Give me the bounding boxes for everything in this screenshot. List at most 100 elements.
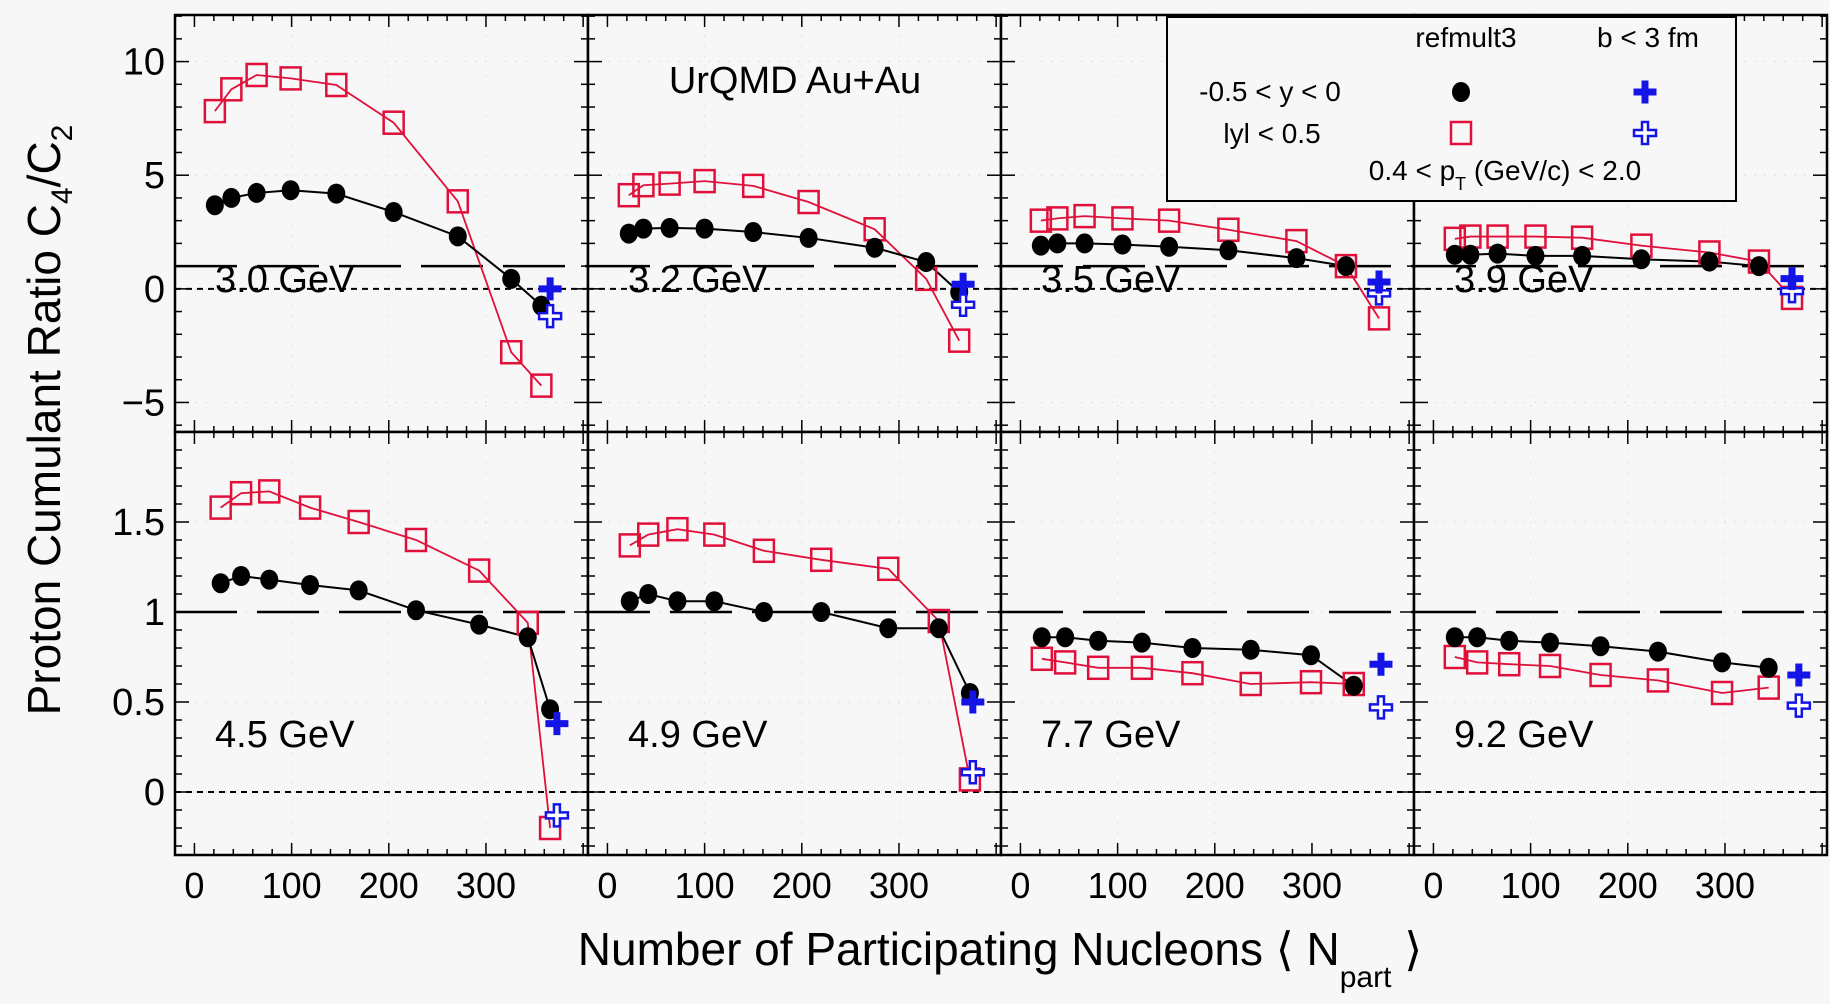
marker-square-absy05 [741, 173, 765, 199]
marker-open-cross-b3fm [1368, 695, 1394, 720]
marker-square-absy05 [1029, 208, 1053, 233]
x-tick-label: 0 [1423, 865, 1443, 906]
marker-square-absy05 [1157, 208, 1181, 233]
marker-square-absy05 [1334, 253, 1358, 279]
y-tick-label: 0.5 [112, 682, 165, 724]
marker-circle-yneg05 [1445, 627, 1464, 648]
marker-circle-yneg05 [620, 591, 639, 612]
x-tick-label: 0 [1010, 865, 1030, 906]
legend-marker-circle [1452, 82, 1470, 102]
energy-label: 4.5 GeV [215, 714, 355, 756]
energy-label: 7.7 GeV [1041, 714, 1181, 756]
marker-circle-yneg05 [1445, 244, 1464, 265]
marker-circle-yneg05 [1488, 243, 1507, 264]
marker-circle-yneg05 [1648, 641, 1667, 662]
marker-square-absy05 [877, 556, 900, 582]
marker-square-absy05 [203, 98, 227, 124]
marker-circle-yneg05 [448, 226, 467, 247]
marker-square-absy05 [530, 373, 553, 398]
x-tick-label: 0 [597, 865, 617, 906]
marker-square-absy05 [1646, 668, 1670, 693]
x-tick-labels: 0 100 200 300 0 100 200 300 0 100 200 300 0 100 200 300 [184, 865, 1755, 906]
marker-square-absy05 [1239, 671, 1262, 697]
marker-open-cross-b3fm [950, 292, 976, 317]
marker-circle-yneg05 [754, 602, 773, 622]
marker-filled-cross-b3fm [1787, 663, 1811, 687]
marker-circle-yneg05 [1056, 627, 1075, 648]
x-tick-label: 100 [675, 865, 735, 906]
marker-square-absy05 [636, 522, 660, 547]
legend-markers [1449, 80, 1658, 146]
marker-circle-yneg05 [384, 202, 403, 223]
marker-circle-yneg05 [1089, 630, 1108, 651]
marker-open-cross-b3fm [1786, 693, 1812, 718]
y-tick-label: 0 [144, 269, 165, 311]
marker-circle-yneg05 [1526, 245, 1545, 266]
y-tick-label: 10 [123, 42, 165, 84]
marker-square-absy05 [258, 479, 281, 504]
marker-square-absy05 [752, 538, 776, 564]
marker-circle-yneg05 [205, 195, 224, 216]
marker-circle-yneg05 [1461, 244, 1480, 265]
x-tick-label: 200 [1598, 865, 1658, 906]
panel-3-0-GeV: 3.0 GeV [173, 13, 590, 434]
marker-square-absy05 [209, 495, 232, 520]
marker-square-absy05 [347, 509, 370, 535]
marker-circle-yneg05 [1031, 235, 1050, 256]
legend-col-b3fm: b < 3 fm [1597, 22, 1699, 53]
series-line-absy05 [628, 180, 961, 342]
marker-square-absy05 [1497, 651, 1521, 677]
legend-marker-filled-cross [1633, 80, 1657, 104]
panels: 3.0 GeV 3.2 GeV 3.5 GeV 3.9 GeV 4.5 GeV 4.9 G… [173, 13, 1829, 857]
y-tick-label: 1.5 [112, 502, 165, 544]
marker-circle-yneg05 [1048, 233, 1067, 254]
x-tick-label: 100 [262, 865, 322, 906]
marker-square-absy05 [632, 172, 655, 198]
marker-circle-yneg05 [1336, 256, 1355, 277]
marker-square-absy05 [229, 480, 253, 506]
marker-circle-yneg05 [812, 602, 831, 622]
marker-square-absy05 [1030, 646, 1054, 672]
marker-square-absy05 [467, 558, 491, 583]
marker-square-absy05 [797, 189, 820, 215]
marker-square-absy05 [1073, 203, 1096, 229]
marker-circle-yneg05 [349, 580, 368, 601]
x-tick-label: 300 [869, 865, 929, 906]
marker-circle-yneg05 [1591, 636, 1610, 657]
energy-label: 3.2 GeV [628, 259, 768, 301]
marker-circle-yneg05 [660, 217, 679, 238]
marker-square-absy05 [325, 72, 348, 98]
y-axis-title: Proton Cumulant Ratio C4/C2 [18, 125, 79, 716]
panel-9-2-GeV: 9.2 GeV [1412, 430, 1829, 857]
marker-circle-yneg05 [247, 182, 266, 203]
marker-circle-yneg05 [470, 614, 489, 635]
x-tick-label: 0 [184, 865, 204, 906]
marker-square-absy05 [809, 547, 833, 573]
marker-filled-cross-b3fm [538, 277, 562, 301]
marker-filled-cross-b3fm [961, 690, 985, 714]
legend-marker-square [1449, 120, 1473, 146]
marker-circle-yneg05 [1183, 638, 1202, 658]
marker-square-absy05 [1111, 206, 1134, 231]
x-axis-title: Number of Participating Nucleons ⟨ Npart… [578, 923, 1422, 994]
marker-square-absy05 [1181, 660, 1204, 686]
marker-circle-yneg05 [639, 584, 658, 604]
marker-circle-yneg05 [1241, 639, 1260, 660]
legend-row-rapidity-abs: lyl < 0.5 [1223, 118, 1320, 149]
marker-circle-yneg05 [634, 218, 653, 239]
marker-circle-yneg05 [1113, 234, 1132, 255]
marker-circle-yneg05 [1500, 630, 1519, 651]
marker-square-absy05 [947, 328, 971, 353]
marker-circle-yneg05 [1032, 627, 1051, 648]
marker-square-absy05 [1046, 206, 1069, 231]
marker-square-absy05 [1589, 662, 1612, 688]
marker-filled-cross-b3fm [545, 712, 569, 736]
marker-circle-yneg05 [1749, 256, 1768, 277]
x-tick-label: 100 [1501, 865, 1561, 906]
marker-circle-yneg05 [1132, 632, 1151, 653]
marker-square-absy05 [499, 339, 523, 365]
x-tick-label: 300 [456, 865, 516, 906]
marker-circle-yneg05 [865, 237, 884, 258]
marker-circle-yneg05 [1573, 245, 1592, 266]
